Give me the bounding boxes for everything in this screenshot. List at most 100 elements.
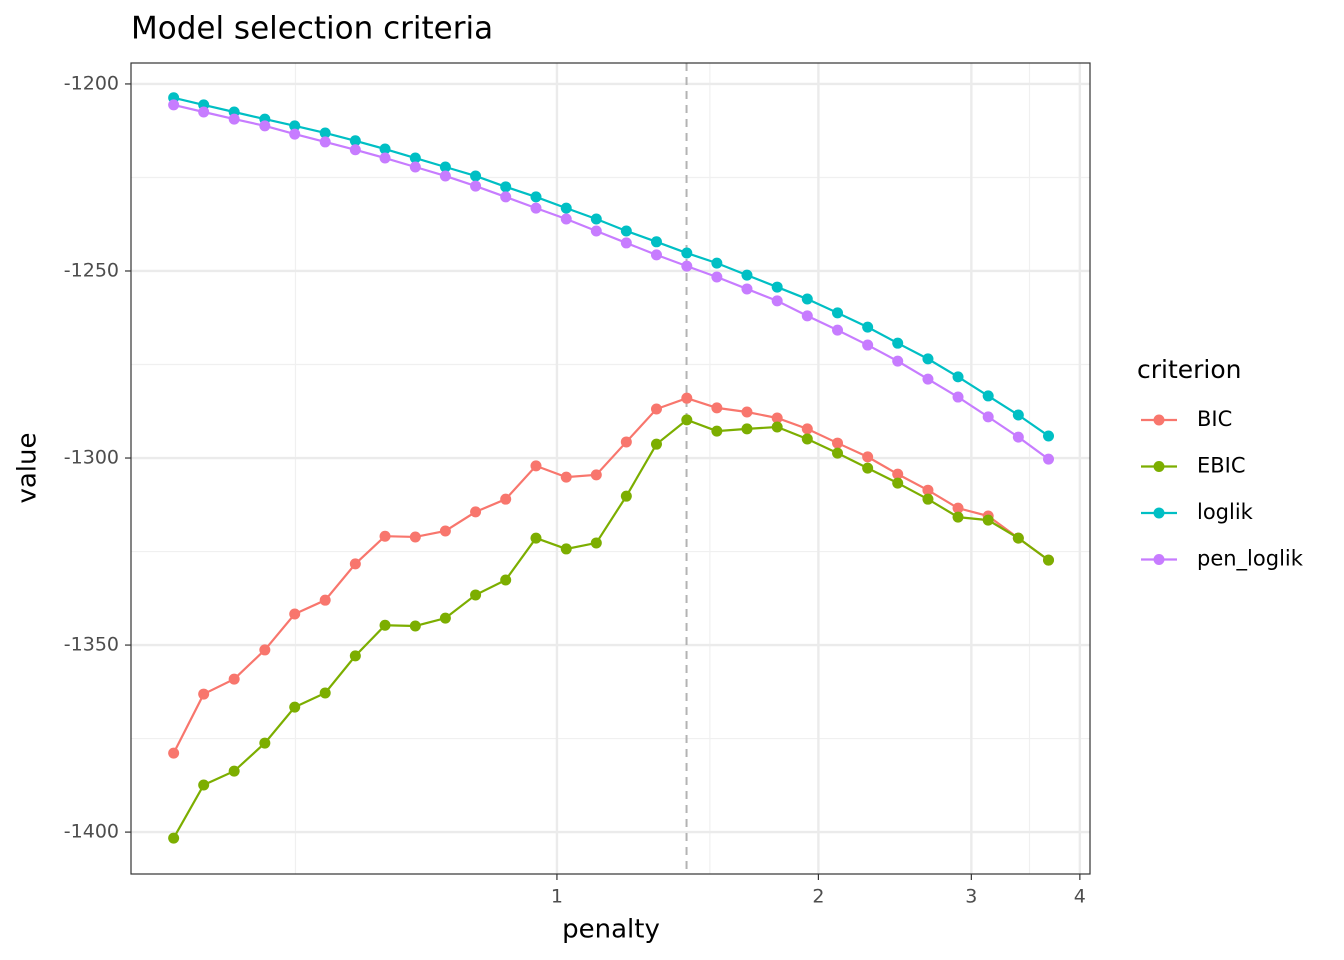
point	[892, 468, 904, 480]
point	[922, 353, 934, 365]
point	[650, 236, 662, 248]
point	[982, 411, 994, 423]
point	[379, 530, 391, 542]
point	[1012, 409, 1024, 421]
point	[590, 213, 602, 225]
point	[530, 191, 542, 203]
y-tick-label: -1200	[64, 72, 119, 94]
point	[319, 687, 331, 699]
y-tick-label: -1350	[64, 634, 119, 656]
point	[470, 180, 482, 192]
point	[650, 438, 662, 450]
point	[168, 832, 180, 844]
series-line	[172, 397, 1050, 754]
point	[439, 525, 451, 537]
point	[349, 135, 361, 147]
point	[952, 502, 964, 514]
point	[832, 307, 844, 319]
y-tick-label: -1400	[64, 821, 119, 843]
point	[409, 152, 421, 164]
point	[862, 451, 874, 463]
point	[259, 120, 271, 132]
point	[771, 412, 783, 424]
point	[228, 113, 240, 125]
x-axis-label: penalty	[562, 915, 660, 945]
point	[439, 170, 451, 182]
series-line	[173, 103, 1050, 461]
point	[862, 321, 874, 333]
point	[198, 779, 210, 791]
point	[1012, 532, 1024, 544]
point	[952, 371, 964, 383]
point	[409, 531, 421, 543]
point	[832, 324, 844, 336]
point	[620, 436, 632, 448]
point	[892, 477, 904, 489]
y-tick-label: -1250	[64, 259, 119, 281]
point	[500, 191, 512, 203]
point	[439, 612, 451, 624]
legend-key	[1153, 461, 1165, 472]
point	[771, 421, 783, 433]
legend-title: criterion	[1137, 355, 1242, 384]
point	[168, 99, 180, 111]
legend-label: EBIC	[1197, 454, 1246, 478]
point	[620, 490, 632, 502]
point	[862, 339, 874, 351]
point	[259, 737, 271, 749]
point	[590, 537, 602, 549]
legend-key	[1153, 414, 1165, 426]
point	[500, 574, 512, 586]
point	[560, 471, 572, 483]
point	[982, 390, 994, 402]
point	[319, 127, 331, 139]
point	[922, 493, 934, 505]
point	[1012, 431, 1024, 443]
point	[560, 213, 572, 225]
point	[681, 247, 693, 259]
point	[771, 281, 783, 293]
point	[1043, 430, 1055, 442]
point	[832, 437, 844, 449]
point	[681, 260, 693, 272]
point	[289, 128, 301, 140]
point	[168, 747, 180, 759]
point	[289, 701, 301, 713]
point	[319, 594, 331, 606]
point	[620, 237, 632, 249]
point	[560, 543, 572, 555]
point	[590, 469, 602, 481]
point	[922, 373, 934, 385]
point	[349, 558, 361, 570]
point	[289, 120, 301, 132]
point	[590, 225, 602, 237]
point	[470, 506, 482, 518]
legend-key	[1153, 507, 1165, 519]
point	[741, 406, 753, 418]
point	[530, 202, 542, 214]
point	[409, 620, 421, 632]
series-line	[172, 418, 1050, 839]
x-tick-label: 1	[551, 886, 563, 908]
y-axis-label: value	[13, 432, 43, 503]
point	[801, 293, 813, 305]
series-line	[173, 96, 1050, 437]
point	[620, 225, 632, 237]
point	[741, 283, 753, 295]
point	[650, 403, 662, 415]
point	[198, 688, 210, 700]
plot-border	[130, 62, 1091, 875]
point	[379, 152, 391, 164]
point	[530, 460, 542, 472]
point	[681, 414, 693, 426]
point	[801, 310, 813, 322]
point	[259, 644, 271, 656]
point	[500, 493, 512, 505]
point	[892, 337, 904, 349]
point	[500, 181, 512, 193]
point	[711, 425, 723, 437]
point	[711, 257, 723, 269]
point	[560, 202, 572, 214]
point	[289, 608, 301, 620]
